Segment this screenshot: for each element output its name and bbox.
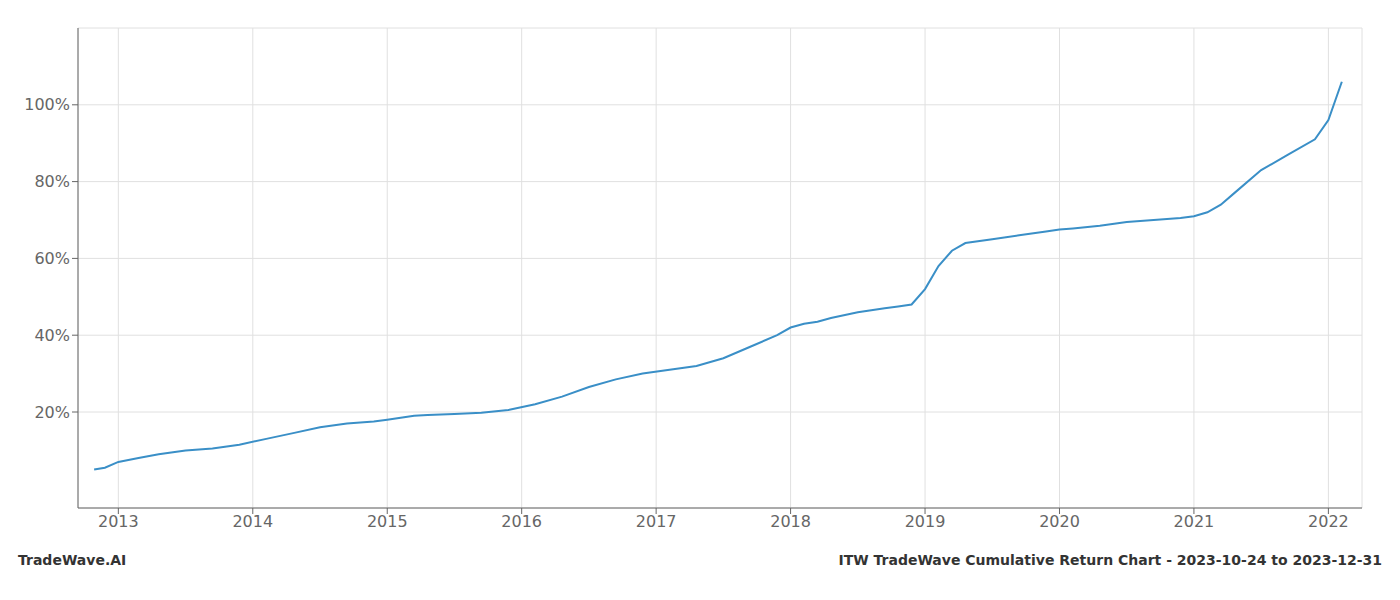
svg-text:2018: 2018 <box>770 512 811 531</box>
html-text:TradeWave.AI: TradeWave.AI <box>18 552 127 568</box>
svg-text:80%: 80% <box>34 172 70 191</box>
svg-text:40%: 40% <box>34 326 70 345</box>
svg-text:20%: 20% <box>34 403 70 422</box>
svg-text:2022: 2022 <box>1308 512 1349 531</box>
svg-text:2021: 2021 <box>1174 512 1215 531</box>
svg-text:2019: 2019 <box>905 512 946 531</box>
svg-text:2014: 2014 <box>232 512 273 531</box>
svg-text:2013: 2013 <box>98 512 139 531</box>
html-text:ITW TradeWave Cumulative Retur: ITW TradeWave Cumulative Return Chart - … <box>838 552 1382 568</box>
svg-text:100%: 100% <box>24 95 70 114</box>
svg-text:2016: 2016 <box>501 512 542 531</box>
svg-text:2015: 2015 <box>367 512 408 531</box>
svg-text:2017: 2017 <box>636 512 677 531</box>
svg-text:60%: 60% <box>34 249 70 268</box>
svg-text:2020: 2020 <box>1039 512 1080 531</box>
